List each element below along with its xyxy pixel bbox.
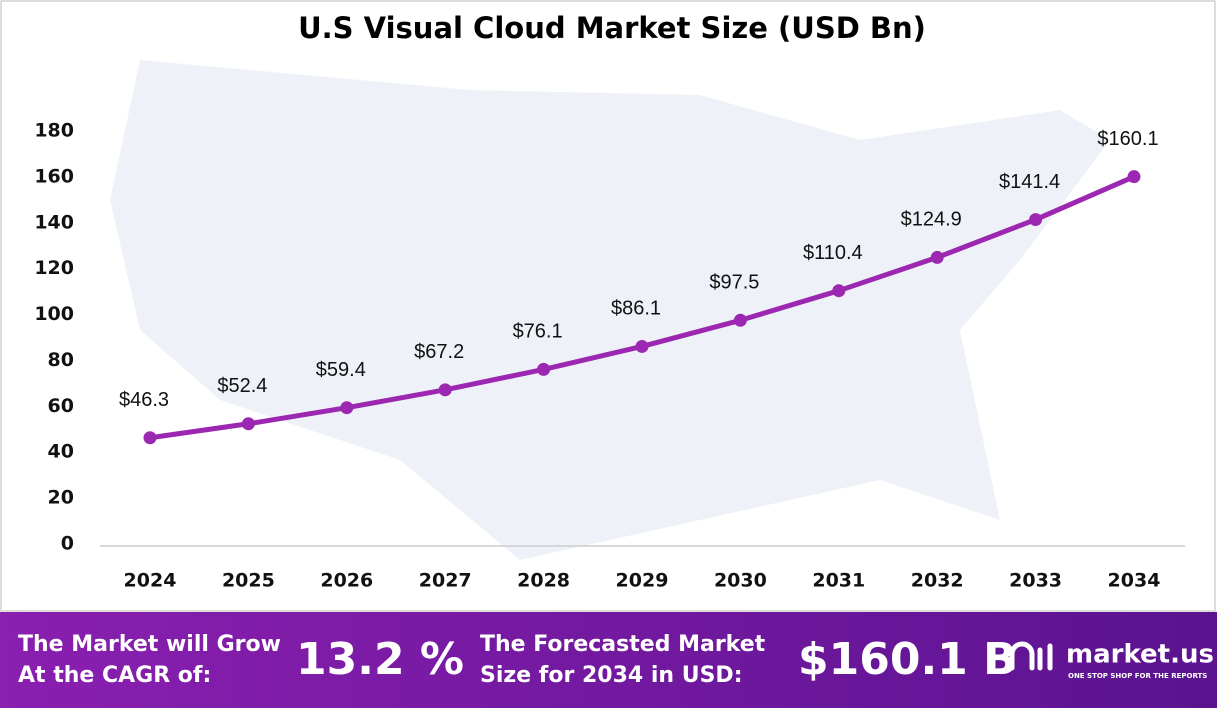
data-point bbox=[143, 431, 157, 445]
data-label: $46.3 bbox=[119, 389, 169, 411]
y-tick-label: 180 bbox=[34, 120, 74, 142]
data-point bbox=[1127, 170, 1141, 184]
data-label: $141.4 bbox=[999, 171, 1060, 193]
x-tick-label: 2026 bbox=[320, 570, 373, 592]
x-tick-label: 2030 bbox=[714, 570, 767, 592]
data-point bbox=[635, 339, 649, 353]
data-point bbox=[832, 284, 846, 298]
cagr-label: The Market will Grow At the CAGR of: bbox=[18, 632, 289, 688]
data-point bbox=[438, 383, 452, 397]
forecast-value: $160.1 B bbox=[798, 634, 1017, 685]
x-tick-label: 2029 bbox=[616, 570, 669, 592]
y-tick-label: 20 bbox=[48, 487, 74, 509]
data-label: $52.4 bbox=[217, 375, 267, 397]
x-tick-label: 2031 bbox=[812, 570, 865, 592]
data-point bbox=[340, 401, 354, 415]
data-label: $160.1 bbox=[1097, 128, 1158, 150]
data-point bbox=[241, 417, 255, 431]
data-label: $124.9 bbox=[901, 209, 962, 231]
forecast-label: The Forecasted Market Size for 2034 in U… bbox=[480, 632, 773, 688]
brand-tagline: ONE STOP SHOP FOR THE REPORTS bbox=[1068, 672, 1207, 680]
data-label: $76.1 bbox=[513, 321, 563, 343]
data-label: $59.4 bbox=[316, 359, 366, 381]
y-tick-label: 160 bbox=[34, 165, 74, 187]
data-label: $67.2 bbox=[414, 341, 464, 363]
data-point bbox=[733, 313, 747, 327]
x-tick-label: 2024 bbox=[124, 570, 177, 592]
y-tick-label: 140 bbox=[34, 211, 74, 233]
brand-logo bbox=[1009, 641, 1053, 671]
data-point bbox=[537, 362, 551, 376]
x-tick-label: 2025 bbox=[222, 570, 275, 592]
x-tick-label: 2033 bbox=[1009, 570, 1062, 592]
y-tick-label: 40 bbox=[48, 441, 74, 463]
x-tick-label: 2028 bbox=[517, 570, 570, 592]
y-tick-label: 100 bbox=[34, 303, 74, 325]
map-background bbox=[110, 60, 1110, 560]
cagr-value: 13.2 % bbox=[296, 634, 464, 685]
y-tick-label: 80 bbox=[48, 349, 74, 371]
x-tick-label: 2032 bbox=[911, 570, 964, 592]
data-point bbox=[930, 250, 944, 264]
data-label: $86.1 bbox=[611, 298, 661, 320]
chart-title: U.S Visual Cloud Market Size (USD Bn) bbox=[298, 11, 926, 45]
x-tick-label: 2027 bbox=[419, 570, 472, 592]
data-label: $110.4 bbox=[803, 242, 863, 264]
data-point bbox=[1029, 213, 1043, 227]
brand-name: market.us bbox=[1066, 640, 1214, 670]
data-label: $97.5 bbox=[709, 272, 759, 294]
y-tick-label: 0 bbox=[61, 533, 74, 555]
x-tick-label: 2034 bbox=[1108, 570, 1161, 592]
y-tick-label: 60 bbox=[48, 395, 74, 417]
y-tick-label: 120 bbox=[34, 257, 74, 279]
